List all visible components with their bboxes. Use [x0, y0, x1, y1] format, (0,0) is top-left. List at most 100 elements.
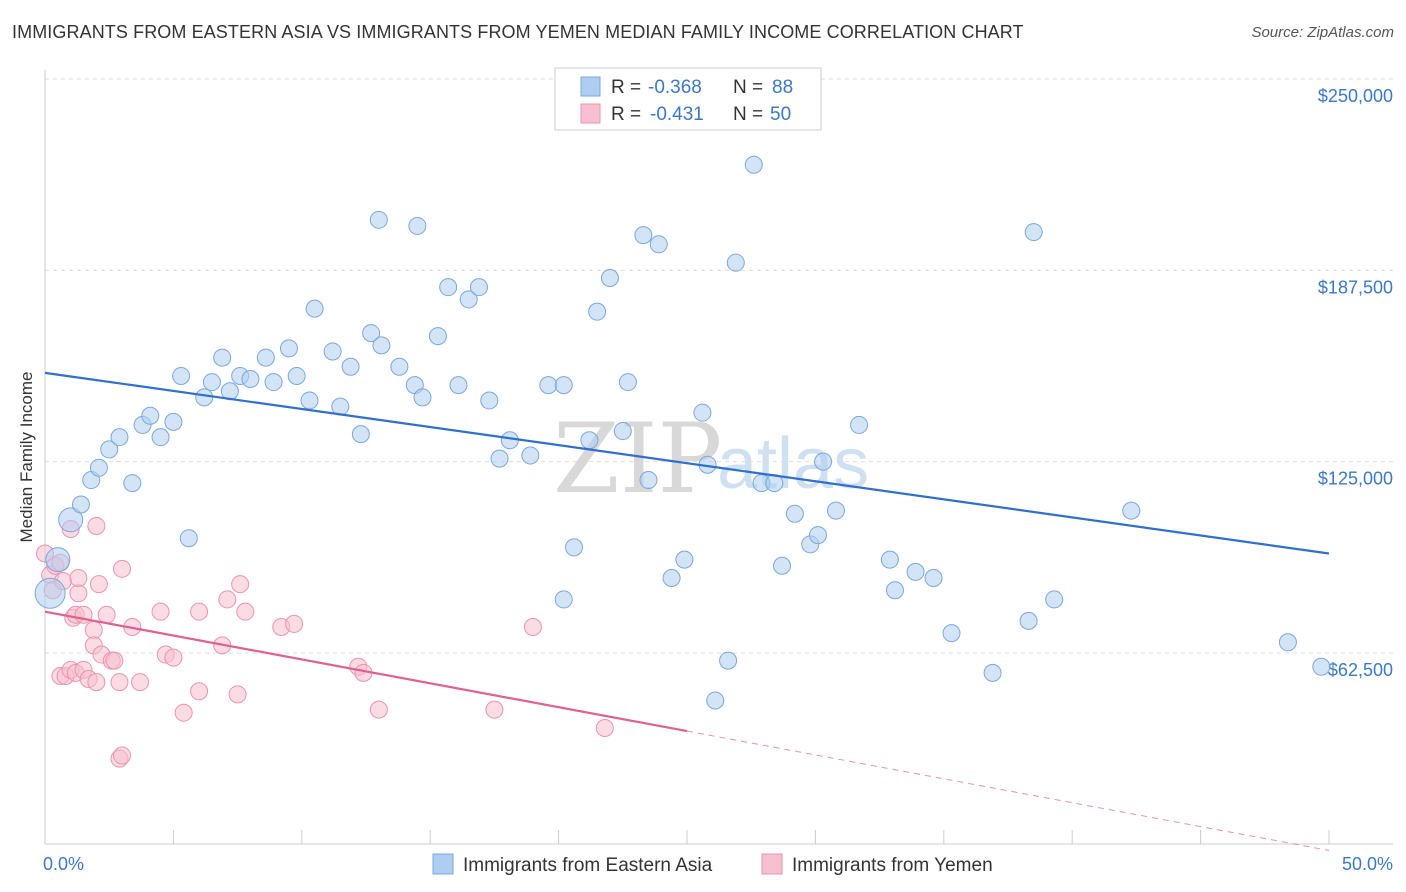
yemen-point — [105, 651, 124, 670]
eastern-asia-point — [924, 568, 943, 587]
eastern-asia-point — [100, 440, 119, 459]
eastern-asia-point — [428, 327, 447, 346]
eastern-asia-point — [439, 278, 458, 297]
trend-lines — [44, 371, 1330, 851]
eastern-asia-point — [45, 547, 71, 573]
eastern-asia-point — [880, 550, 899, 569]
eastern-asia-point — [600, 268, 619, 287]
eastern-asia-point — [256, 348, 275, 367]
eastern-asia-point — [141, 406, 160, 425]
eastern-asia-point — [362, 324, 381, 343]
bottom-legend-yemen: Immigrants from Yemen — [792, 855, 993, 876]
source-credit: Source: ZipAtlas.com — [1251, 24, 1394, 41]
eastern-asia-point — [693, 403, 712, 422]
grid-lines — [45, 78, 1393, 654]
eastern-asia-point — [151, 428, 170, 447]
watermark-zip: ZIP — [553, 403, 722, 515]
eastern-asia-point — [826, 501, 845, 520]
eastern-asia-point — [886, 581, 905, 600]
eastern-asia-point — [351, 425, 370, 444]
eastern-asia-point — [1024, 223, 1043, 242]
eastern-asia-point — [264, 373, 283, 392]
yemen-point — [113, 746, 132, 765]
eastern-asia-point — [58, 507, 84, 533]
eastern-asia-point — [195, 388, 214, 407]
eastern-asia-point — [719, 651, 738, 670]
legend-n-value-yemen: 50 — [770, 104, 791, 125]
eastern-asia-point — [649, 235, 668, 254]
yemen-point — [231, 575, 250, 594]
eastern-asia-point — [613, 422, 632, 441]
y-tick-125000: $125,000 — [1318, 469, 1393, 489]
eastern-asia-point — [814, 452, 833, 471]
eastern-asia-point — [305, 299, 324, 318]
yemen-point — [69, 568, 88, 587]
eastern-asia-point — [1045, 590, 1064, 609]
yemen-point — [174, 703, 193, 722]
bottom-legend-swatch-yemen — [761, 853, 783, 875]
eastern-asia-point — [983, 663, 1002, 682]
yemen-point — [190, 602, 209, 621]
y-tick-labels: $62,500 $125,000 $187,500 $250,000 — [1318, 86, 1393, 680]
eastern-asia-point — [675, 550, 694, 569]
y-axis-label: Median Family Income — [17, 371, 36, 542]
legend-r-label-yemen: R = — [611, 104, 641, 125]
eastern-asia-point — [744, 155, 763, 174]
x-tick-max: 50.0% — [1342, 854, 1393, 874]
eastern-asia-point — [942, 624, 961, 643]
eastern-asia-point — [618, 373, 637, 392]
yemen-point — [87, 673, 106, 692]
eastern-asia-point — [279, 339, 298, 358]
bottom-legend-eastern-asia: Immigrants from Eastern Asia — [463, 855, 713, 876]
eastern-asia-point — [413, 388, 432, 407]
eastern-asia-point — [773, 556, 792, 575]
eastern-asia-point — [500, 431, 519, 450]
eastern-asia-point — [71, 495, 90, 514]
eastern-asia-point — [287, 366, 306, 385]
watermark-atlas: atlas — [717, 424, 869, 504]
eastern-asia-point — [34, 577, 66, 609]
eastern-asia-point — [323, 342, 342, 361]
x-tick-min: 0.0% — [43, 854, 84, 874]
eastern-asia-point — [554, 590, 573, 609]
legend-r-value-eastern-asia: -0.368 — [648, 77, 702, 98]
yemen-point — [218, 590, 237, 609]
eastern-asia-point — [490, 449, 509, 468]
eastern-asia-point — [554, 376, 573, 395]
eastern-asia-point — [179, 529, 198, 548]
series-legend: Immigrants from Eastern Asia Immigrants … — [432, 853, 993, 876]
y-tick-62500: $62,500 — [1328, 660, 1393, 680]
yemen-point — [523, 617, 542, 636]
eastern-asia-point — [521, 446, 540, 465]
yemen-point — [110, 673, 129, 692]
eastern-asia-point — [1312, 657, 1331, 676]
trend-line-yemen — [44, 610, 688, 733]
eastern-asia-point — [408, 216, 427, 235]
yemen-point — [164, 648, 183, 667]
yemen-point — [87, 516, 106, 535]
eastern-asia-point — [202, 373, 221, 392]
eastern-asia-point — [341, 357, 360, 376]
eastern-asia-point — [480, 391, 499, 410]
eastern-asia-point — [110, 428, 129, 447]
yemen-point — [236, 602, 255, 621]
eastern-asia-point — [213, 348, 232, 367]
y-tick-187500: $187,500 — [1318, 277, 1393, 297]
yemen-point — [151, 602, 170, 621]
yemen-point — [228, 685, 247, 704]
legend-n-label-eastern-asia: N = — [733, 77, 763, 98]
chart-title: IMMIGRANTS FROM EASTERN ASIA VS IMMIGRAN… — [12, 22, 1024, 42]
eastern-asia-point — [1019, 611, 1038, 630]
eastern-asia-point — [89, 458, 108, 477]
eastern-asia-point — [390, 357, 409, 376]
eastern-asia-point — [808, 526, 827, 545]
eastern-asia-point — [300, 391, 319, 410]
eastern-asia-point — [785, 504, 804, 523]
eastern-asia-point — [906, 562, 925, 581]
eastern-asia-point — [706, 691, 725, 710]
yemen-point — [285, 614, 304, 633]
yemen-point — [89, 575, 108, 594]
trend-line-yemen-extension — [686, 730, 1330, 851]
yemen-point — [485, 700, 504, 719]
